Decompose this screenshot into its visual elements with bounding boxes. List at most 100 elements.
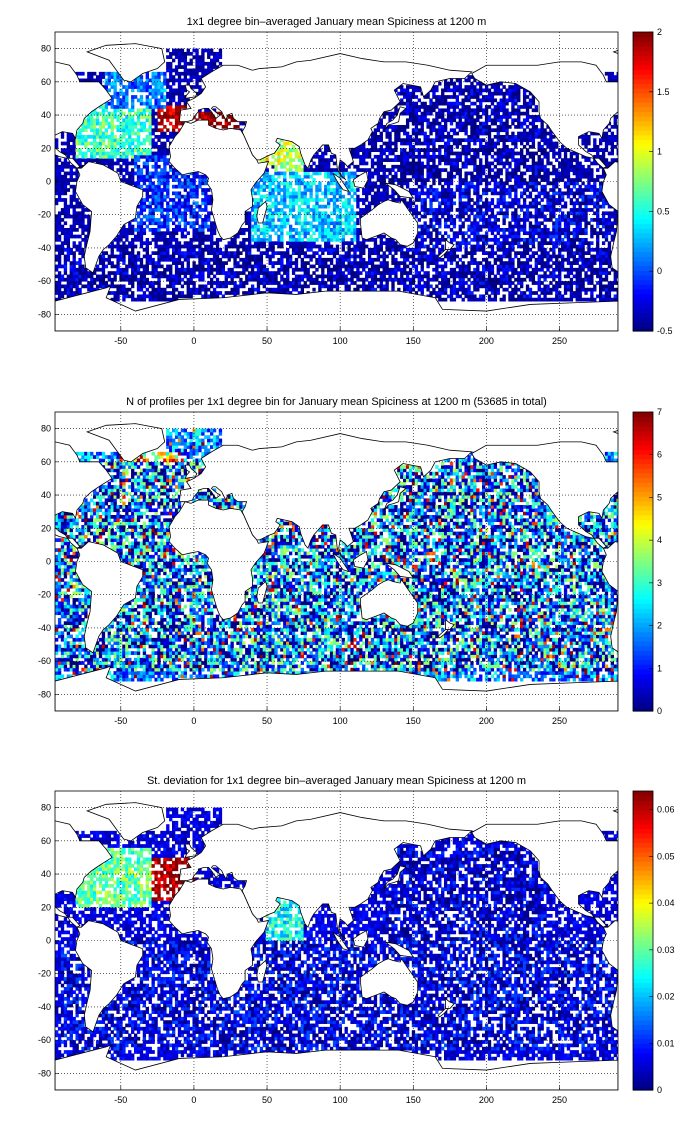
data-cell [403, 161, 407, 166]
data-cell [335, 244, 340, 249]
data-cell [157, 261, 161, 265]
data-cell [461, 221, 465, 226]
data-cell [101, 277, 106, 282]
data-cell [145, 247, 149, 252]
data-cell [315, 151, 319, 156]
data-cell [283, 171, 287, 176]
data-cell [145, 105, 149, 109]
data-cell [171, 201, 176, 206]
data-cell [87, 134, 91, 139]
data-cell [274, 231, 278, 236]
data-cell [75, 158, 79, 162]
data-cell [139, 264, 144, 269]
data-cell [286, 291, 290, 295]
data-cell [367, 271, 372, 275]
data-cell [391, 111, 395, 116]
data-cell [467, 108, 471, 113]
data-cell [373, 247, 378, 252]
data-cell [248, 221, 252, 226]
data-cell [464, 78, 468, 83]
data-cell [148, 88, 152, 93]
data-cell [174, 105, 179, 109]
data-cell [432, 105, 436, 109]
data-cell [204, 214, 208, 219]
data-cell [452, 131, 457, 136]
data-cell [306, 181, 310, 186]
data-cell [400, 88, 404, 93]
data-cell [353, 211, 357, 216]
data-cell [198, 247, 202, 252]
data-cell [248, 218, 252, 222]
data-cell [157, 291, 161, 295]
data-cell [476, 204, 480, 209]
data-cell [411, 161, 416, 166]
data-cell [306, 241, 310, 246]
data-cell [253, 241, 258, 246]
data-cell [98, 254, 103, 259]
data-cell [163, 214, 167, 219]
data-cell [136, 281, 141, 285]
data-cell [81, 78, 85, 83]
data-cell [116, 294, 120, 299]
data-cell [174, 131, 179, 136]
data-cell [177, 194, 182, 199]
data-cell [362, 264, 366, 269]
data-cell [163, 218, 167, 222]
data-cell [169, 88, 173, 93]
data-cell [157, 198, 161, 202]
data-cell [297, 168, 302, 172]
data-cell [286, 221, 290, 226]
data-cell [464, 231, 468, 236]
data-cell [321, 214, 325, 219]
data-cell [133, 121, 138, 126]
data-cell [139, 171, 144, 176]
data-cell [455, 287, 460, 292]
data-cell [403, 261, 407, 265]
data-cell [171, 171, 176, 176]
data-cell [438, 144, 442, 149]
data-cell [362, 237, 366, 242]
data-cell [160, 198, 164, 202]
data-cell [344, 257, 348, 262]
data-cell [268, 194, 272, 199]
data-cell [408, 161, 413, 166]
data-cell [253, 231, 258, 236]
data-cell [385, 271, 389, 275]
data-cell [306, 171, 310, 176]
data-cell [438, 247, 442, 252]
data-cell [403, 88, 407, 93]
data-cell [432, 101, 436, 106]
data-cell [321, 237, 325, 242]
data-cell [326, 148, 331, 152]
data-cell [157, 184, 161, 189]
data-cell [458, 115, 462, 119]
data-cell [408, 188, 413, 192]
data-cell [476, 271, 480, 275]
data-cell [212, 287, 217, 292]
data-cell [207, 115, 211, 119]
data-cell [335, 274, 340, 279]
data-cell [139, 241, 144, 246]
data-cell [391, 164, 395, 169]
data-cell [303, 198, 307, 202]
data-cell [356, 164, 360, 169]
data-cell [177, 211, 182, 216]
data-cell [464, 158, 468, 162]
data-cell [195, 231, 199, 236]
data-cell [470, 231, 474, 236]
data-cell [429, 154, 433, 159]
data-cell [253, 214, 258, 219]
data-cell [78, 277, 82, 282]
data-cell [379, 191, 383, 196]
data-cell [312, 224, 316, 229]
data-cell [461, 214, 465, 219]
data-cell [157, 91, 161, 96]
data-cell [420, 201, 424, 206]
data-cell [403, 277, 407, 282]
data-cell [55, 184, 59, 189]
data-cell [326, 188, 331, 192]
data-cell [183, 214, 188, 219]
data-cell [403, 284, 407, 289]
data-cell [286, 287, 290, 292]
data-cell [163, 174, 167, 179]
